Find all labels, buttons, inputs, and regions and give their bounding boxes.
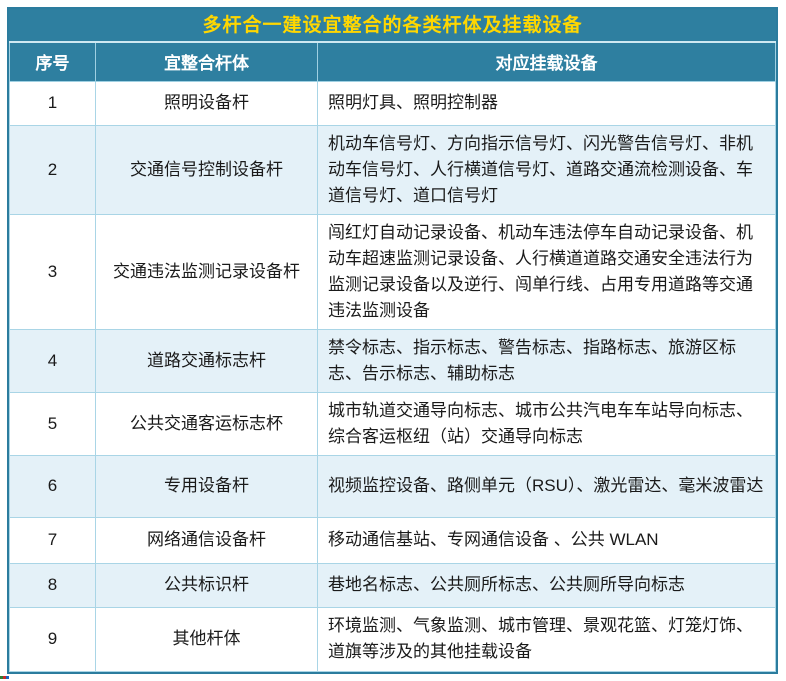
table-title: 多杆合一建设宜整合的各类杆体及挂载设备 — [9, 9, 776, 43]
table-body: 1 照明设备杆 照明灯具、照明控制器 2 交通信号控制设备杆 机动车信号灯、方向… — [9, 80, 776, 672]
cell-pole-type: 其他杆体 — [95, 606, 318, 672]
cell-mounted-devices: 闯红灯自动记录设备、机动车违法停车自动记录设备、机动车超速监测记录设备、人行横道… — [317, 213, 776, 330]
cell-mounted-devices: 环境监测、气象监测、城市管理、景观花篮、灯笼灯饰、道旗等涉及的其他挂载设备 — [317, 606, 776, 672]
table-row: 1 照明设备杆 照明灯具、照明控制器 — [9, 80, 776, 126]
cell-pole-type: 专用设备杆 — [95, 454, 318, 518]
cell-row-number: 4 — [9, 328, 96, 393]
artifact-dot-blue — [6, 676, 9, 679]
cell-pole-type: 网络通信设备杆 — [95, 516, 318, 564]
cell-pole-type: 交通违法监测记录设备杆 — [95, 213, 318, 330]
cell-mounted-devices: 移动通信基站、专网通信设备 、公共 WLAN — [317, 516, 776, 564]
table-row: 8 公共标识杆 巷地名标志、公共厕所标志、公共厕所导向标志 — [9, 562, 776, 608]
cell-row-number: 1 — [9, 80, 96, 126]
cell-mounted-devices: 巷地名标志、公共厕所标志、公共厕所导向标志 — [317, 562, 776, 608]
table-row: 5 公共交通客运标志杯 城市轨道交通导向标志、城市公共汽电车车站导向标志、综合客… — [9, 391, 776, 456]
column-header-no: 序号 — [9, 43, 96, 82]
cell-row-number: 3 — [9, 213, 96, 330]
table-row: 3 交通违法监测记录设备杆 闯红灯自动记录设备、机动车违法停车自动记录设备、机动… — [9, 213, 776, 330]
cell-mounted-devices: 城市轨道交通导向标志、城市公共汽电车车站导向标志、综合客运枢纽（站）交通导向标志 — [317, 391, 776, 456]
cell-row-number: 7 — [9, 516, 96, 564]
cell-pole-type: 道路交通标志杆 — [95, 328, 318, 393]
cell-mounted-devices: 照明灯具、照明控制器 — [317, 80, 776, 126]
cell-row-number: 6 — [9, 454, 96, 518]
cell-row-number: 8 — [9, 562, 96, 608]
column-header-devices: 对应挂载设备 — [317, 43, 776, 82]
poles-table: 序号 宜整合杆体 对应挂载设备 1 照明设备杆 照明灯具、照明控制器 2 交通信… — [9, 43, 776, 672]
cell-mounted-devices: 视频监控设备、路侧单元（RSU）、激光雷达、毫米波雷达 — [317, 454, 776, 518]
table-row: 2 交通信号控制设备杆 机动车信号灯、方向指示信号灯、闪光警告信号灯、非机动车信… — [9, 124, 776, 215]
cell-row-number: 2 — [9, 124, 96, 215]
cell-pole-type: 公共交通客运标志杯 — [95, 391, 318, 456]
cell-pole-type: 交通信号控制设备杆 — [95, 124, 318, 215]
artifact-dot-red — [3, 676, 6, 679]
header-row: 序号 宜整合杆体 对应挂载设备 — [9, 43, 776, 82]
table-row: 7 网络通信设备杆 移动通信基站、专网通信设备 、公共 WLAN — [9, 516, 776, 564]
cell-mounted-devices: 禁令标志、指示标志、警告标志、指路标志、旅游区标志、告示标志、辅助标志 — [317, 328, 776, 393]
artifact-dot-green — [0, 676, 3, 679]
corner-artifact — [0, 676, 9, 679]
column-header-pole: 宜整合杆体 — [95, 43, 318, 82]
table-row: 4 道路交通标志杆 禁令标志、指示标志、警告标志、指路标志、旅游区标志、告示标志… — [9, 328, 776, 393]
table-header: 序号 宜整合杆体 对应挂载设备 — [9, 43, 776, 82]
cell-pole-type: 照明设备杆 — [95, 80, 318, 126]
cell-mounted-devices: 机动车信号灯、方向指示信号灯、闪光警告信号灯、非机动车信号灯、人行横道信号灯、道… — [317, 124, 776, 215]
table-row: 6 专用设备杆 视频监控设备、路侧单元（RSU）、激光雷达、毫米波雷达 — [9, 454, 776, 518]
cell-pole-type: 公共标识杆 — [95, 562, 318, 608]
cell-row-number: 5 — [9, 391, 96, 456]
cell-row-number: 9 — [9, 606, 96, 672]
poles-table-frame: 多杆合一建设宜整合的各类杆体及挂载设备 序号 宜整合杆体 对应挂载设备 1 照明… — [7, 7, 778, 674]
table-row: 9 其他杆体 环境监测、气象监测、城市管理、景观花篮、灯笼灯饰、道旗等涉及的其他… — [9, 606, 776, 672]
